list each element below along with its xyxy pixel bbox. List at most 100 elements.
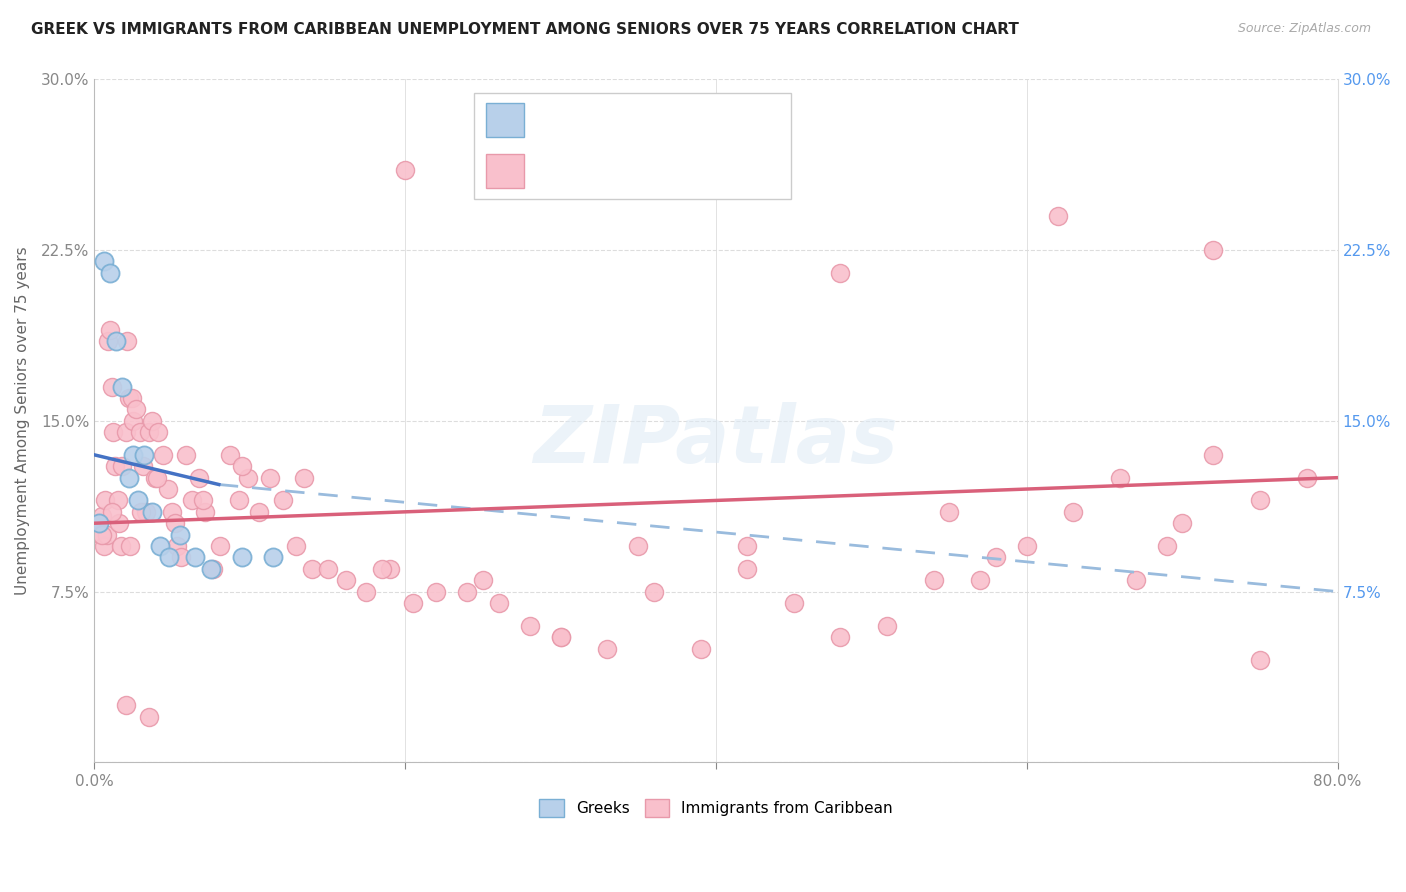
- Point: [1295, 470, 1317, 484]
- Point: [735, 562, 758, 576]
- Point: [425, 584, 447, 599]
- Point: [127, 493, 149, 508]
- Point: [238, 470, 260, 484]
- Text: ZIPatlas: ZIPatlas: [533, 402, 898, 480]
- Y-axis label: Unemployment Among Seniors over 75 years: Unemployment Among Seniors over 75 years: [15, 246, 30, 595]
- Point: [94, 493, 117, 508]
- Text: GREEK VS IMMIGRANTS FROM CARIBBEAN UNEMPLOYMENT AMONG SENIORS OVER 75 YEARS CORR: GREEK VS IMMIGRANTS FROM CARIBBEAN UNEMP…: [31, 22, 1019, 37]
- Point: [1202, 243, 1225, 257]
- Point: [394, 163, 416, 178]
- Point: [488, 596, 510, 610]
- Point: [596, 641, 619, 656]
- Point: [174, 448, 197, 462]
- Point: [402, 596, 425, 610]
- Point: [1046, 209, 1069, 223]
- Point: [643, 584, 665, 599]
- Point: [104, 459, 127, 474]
- Point: [169, 527, 191, 541]
- Point: [316, 562, 339, 576]
- Point: [89, 516, 111, 531]
- Point: [93, 539, 115, 553]
- Point: [165, 516, 187, 531]
- Point: [131, 459, 153, 474]
- Point: [519, 619, 541, 633]
- Text: Source: ZipAtlas.com: Source: ZipAtlas.com: [1237, 22, 1371, 36]
- Point: [148, 425, 170, 439]
- Point: [129, 505, 152, 519]
- Point: [134, 448, 156, 462]
- Point: [1015, 539, 1038, 553]
- Point: [184, 550, 207, 565]
- Point: [1125, 573, 1147, 587]
- Point: [456, 584, 478, 599]
- Point: [115, 334, 138, 348]
- Point: [181, 493, 204, 508]
- Point: [86, 516, 108, 531]
- Point: [1156, 539, 1178, 553]
- Point: [145, 470, 167, 484]
- Point: [830, 630, 852, 644]
- Point: [193, 493, 215, 508]
- Point: [114, 425, 136, 439]
- Point: [247, 505, 270, 519]
- Point: [96, 527, 118, 541]
- Point: [1062, 505, 1084, 519]
- Point: [1171, 516, 1194, 531]
- Point: [125, 402, 148, 417]
- Point: [141, 414, 163, 428]
- Point: [209, 539, 232, 553]
- Point: [143, 470, 166, 484]
- Point: [122, 414, 145, 428]
- Point: [107, 493, 129, 508]
- Point: [98, 266, 121, 280]
- Point: [262, 550, 284, 565]
- Point: [231, 459, 253, 474]
- Point: [984, 550, 1007, 565]
- Point: [97, 334, 120, 348]
- Point: [285, 539, 308, 553]
- Point: [101, 425, 124, 439]
- Point: [166, 539, 188, 553]
- Point: [627, 539, 650, 553]
- Point: [128, 425, 150, 439]
- Point: [98, 322, 121, 336]
- Point: [378, 562, 401, 576]
- Point: [121, 391, 143, 405]
- Point: [783, 596, 806, 610]
- Point: [138, 710, 160, 724]
- Point: [91, 527, 114, 541]
- Point: [157, 550, 180, 565]
- Point: [194, 505, 217, 519]
- Point: [1109, 470, 1132, 484]
- Point: [118, 470, 141, 484]
- Point: [111, 379, 134, 393]
- Point: [922, 573, 945, 587]
- Point: [156, 482, 179, 496]
- Point: [830, 266, 852, 280]
- Point: [201, 562, 224, 576]
- Point: [292, 470, 315, 484]
- Point: [114, 698, 136, 713]
- Point: [105, 334, 128, 348]
- Point: [876, 619, 898, 633]
- Point: [110, 539, 132, 553]
- Point: [100, 505, 122, 519]
- Point: [160, 505, 183, 519]
- Point: [100, 379, 122, 393]
- Point: [938, 505, 960, 519]
- Point: [356, 584, 378, 599]
- Point: [231, 550, 253, 565]
- Point: [138, 425, 160, 439]
- Point: [91, 509, 114, 524]
- Point: [301, 562, 323, 576]
- Point: [259, 470, 281, 484]
- Point: [550, 630, 572, 644]
- Point: [228, 493, 250, 508]
- Point: [141, 505, 163, 519]
- Point: [735, 539, 758, 553]
- Legend: Greeks, Immigrants from Caribbean: Greeks, Immigrants from Caribbean: [533, 793, 900, 823]
- Point: [200, 562, 222, 576]
- Point: [689, 641, 711, 656]
- Point: [93, 254, 115, 268]
- Point: [108, 516, 131, 531]
